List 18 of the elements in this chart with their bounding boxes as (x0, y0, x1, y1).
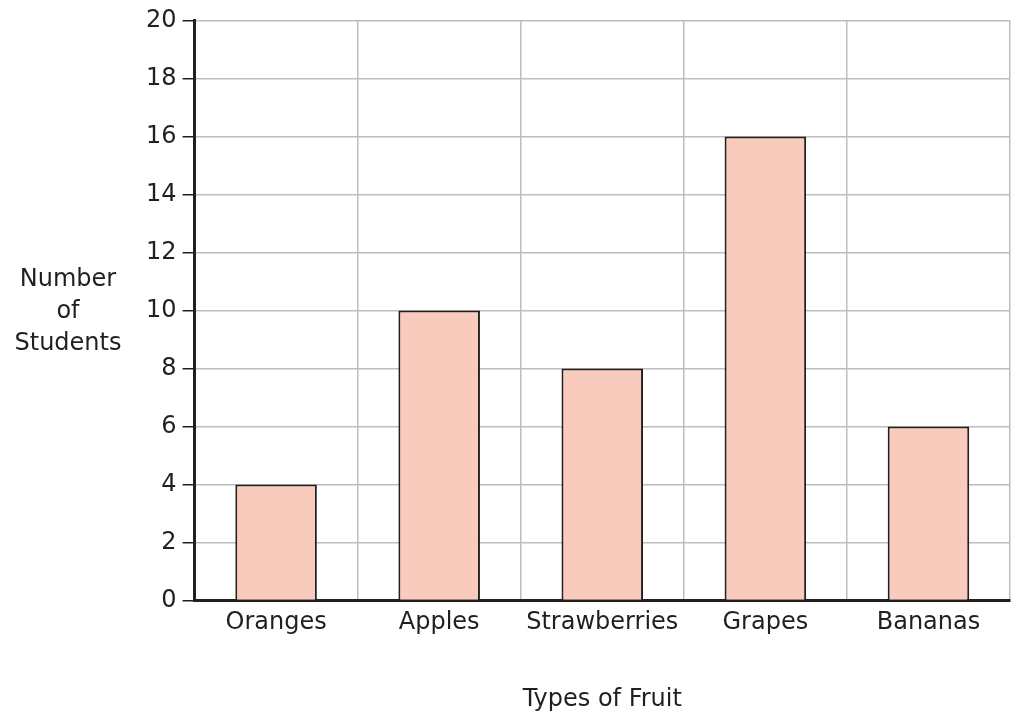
y-tick-label: 12 (145, 236, 177, 265)
y-tick-label: 20 (145, 4, 177, 33)
y-axis-title: Number of Students (13, 263, 123, 358)
y-tick-label: 4 (161, 468, 177, 497)
y-tick-label: 14 (145, 178, 177, 207)
y-tick-label: 2 (161, 526, 177, 555)
y-tick-label: 10 (145, 294, 177, 323)
y-tick-label: 8 (161, 352, 177, 381)
x-tick-label: Oranges (225, 607, 327, 636)
x-tick-label: Bananas (876, 607, 981, 636)
y-tick-label: 18 (145, 62, 177, 91)
y-tick-label: 16 (145, 120, 177, 149)
x-axis-title: Types of Fruit (521, 683, 682, 712)
y-tick-label: 0 (161, 584, 177, 613)
x-tick-label: Grapes (722, 607, 809, 636)
x-tick-label: Apples (398, 607, 480, 636)
x-tick-label: Strawberries (526, 607, 679, 636)
y-tick-label: 6 (161, 410, 177, 439)
